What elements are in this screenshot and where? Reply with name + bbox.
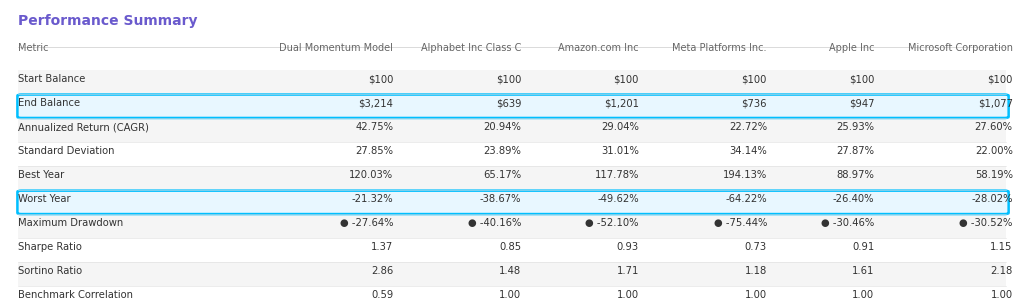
- Text: $100: $100: [496, 74, 521, 84]
- Text: 1.00: 1.00: [852, 290, 874, 300]
- Text: Dual Momentum Model: Dual Momentum Model: [280, 43, 393, 53]
- Text: 0.91: 0.91: [852, 242, 874, 252]
- Text: ● -40.16%: ● -40.16%: [468, 218, 521, 228]
- Text: 29.04%: 29.04%: [601, 122, 639, 132]
- Text: 1.00: 1.00: [744, 290, 767, 300]
- Text: 0.73: 0.73: [744, 242, 767, 252]
- Text: 31.01%: 31.01%: [601, 146, 639, 156]
- FancyBboxPatch shape: [18, 286, 1006, 308]
- Text: $1,201: $1,201: [604, 98, 639, 108]
- Text: -26.40%: -26.40%: [833, 194, 874, 204]
- Text: 22.72%: 22.72%: [729, 122, 767, 132]
- Text: $639: $639: [496, 98, 521, 108]
- Text: Standard Deviation: Standard Deviation: [18, 146, 115, 156]
- Text: Amazon.com Inc: Amazon.com Inc: [558, 43, 639, 53]
- Text: $1,077: $1,077: [978, 98, 1013, 108]
- Text: 120.03%: 120.03%: [349, 170, 393, 180]
- Text: 27.60%: 27.60%: [975, 122, 1013, 132]
- Text: Performance Summary: Performance Summary: [18, 14, 198, 28]
- Text: Sharpe Ratio: Sharpe Ratio: [18, 242, 82, 252]
- Text: ● -52.10%: ● -52.10%: [586, 218, 639, 228]
- Text: 22.00%: 22.00%: [975, 146, 1013, 156]
- Text: 1.00: 1.00: [499, 290, 521, 300]
- Text: 58.19%: 58.19%: [975, 170, 1013, 180]
- Text: 1.18: 1.18: [744, 266, 767, 276]
- Text: ● -30.46%: ● -30.46%: [821, 218, 874, 228]
- Text: $947: $947: [849, 98, 874, 108]
- Text: 25.93%: 25.93%: [837, 122, 874, 132]
- FancyBboxPatch shape: [18, 214, 1006, 238]
- Text: 1.48: 1.48: [499, 266, 521, 276]
- Text: 194.13%: 194.13%: [723, 170, 767, 180]
- Text: 23.89%: 23.89%: [483, 146, 521, 156]
- Text: ● -27.64%: ● -27.64%: [340, 218, 393, 228]
- Text: $100: $100: [368, 74, 393, 84]
- Text: 2.18: 2.18: [990, 266, 1013, 276]
- Text: $736: $736: [741, 98, 767, 108]
- Text: Best Year: Best Year: [18, 170, 65, 180]
- Text: Worst Year: Worst Year: [18, 194, 71, 204]
- Text: 20.94%: 20.94%: [483, 122, 521, 132]
- Text: 27.85%: 27.85%: [355, 146, 393, 156]
- Text: 2.86: 2.86: [371, 266, 393, 276]
- FancyBboxPatch shape: [18, 190, 1006, 214]
- Text: 0.93: 0.93: [616, 242, 639, 252]
- Text: 65.17%: 65.17%: [483, 170, 521, 180]
- FancyBboxPatch shape: [18, 142, 1006, 166]
- Text: 88.97%: 88.97%: [837, 170, 874, 180]
- Text: Annualized Return (CAGR): Annualized Return (CAGR): [18, 122, 150, 132]
- Text: 117.78%: 117.78%: [595, 170, 639, 180]
- Text: 1.15: 1.15: [990, 242, 1013, 252]
- Text: Alphabet Inc Class C: Alphabet Inc Class C: [421, 43, 521, 53]
- Text: -28.02%: -28.02%: [971, 194, 1013, 204]
- Text: End Balance: End Balance: [18, 98, 81, 108]
- Text: 42.75%: 42.75%: [355, 122, 393, 132]
- Text: -21.32%: -21.32%: [351, 194, 393, 204]
- Text: 27.87%: 27.87%: [837, 146, 874, 156]
- Text: Metric: Metric: [18, 43, 49, 53]
- Text: 1.00: 1.00: [616, 290, 639, 300]
- FancyBboxPatch shape: [18, 94, 1006, 118]
- Text: Apple Inc: Apple Inc: [829, 43, 874, 53]
- Text: $100: $100: [613, 74, 639, 84]
- Text: Meta Platforms Inc.: Meta Platforms Inc.: [673, 43, 767, 53]
- Text: 1.71: 1.71: [616, 266, 639, 276]
- FancyBboxPatch shape: [18, 118, 1006, 142]
- Text: -64.22%: -64.22%: [725, 194, 767, 204]
- Text: ● -30.52%: ● -30.52%: [959, 218, 1013, 228]
- Text: ● -75.44%: ● -75.44%: [714, 218, 767, 228]
- Text: Start Balance: Start Balance: [18, 74, 86, 84]
- Text: 0.59: 0.59: [371, 290, 393, 300]
- Text: 1.61: 1.61: [852, 266, 874, 276]
- FancyBboxPatch shape: [17, 191, 1009, 214]
- Text: Microsoft Corporation: Microsoft Corporation: [907, 43, 1013, 53]
- Text: Maximum Drawdown: Maximum Drawdown: [18, 218, 124, 228]
- Text: 1.37: 1.37: [371, 242, 393, 252]
- Text: $3,214: $3,214: [358, 98, 393, 108]
- FancyBboxPatch shape: [18, 166, 1006, 190]
- Text: -49.62%: -49.62%: [597, 194, 639, 204]
- Text: $100: $100: [741, 74, 767, 84]
- Text: -38.67%: -38.67%: [479, 194, 521, 204]
- Text: $100: $100: [849, 74, 874, 84]
- Text: $100: $100: [987, 74, 1013, 84]
- FancyBboxPatch shape: [17, 95, 1009, 118]
- Text: 1.00: 1.00: [990, 290, 1013, 300]
- Text: 0.85: 0.85: [499, 242, 521, 252]
- FancyBboxPatch shape: [18, 70, 1006, 94]
- Text: 34.14%: 34.14%: [729, 146, 767, 156]
- FancyBboxPatch shape: [18, 238, 1006, 262]
- FancyBboxPatch shape: [18, 262, 1006, 286]
- Text: Benchmark Correlation: Benchmark Correlation: [18, 290, 133, 300]
- Text: Sortino Ratio: Sortino Ratio: [18, 266, 83, 276]
